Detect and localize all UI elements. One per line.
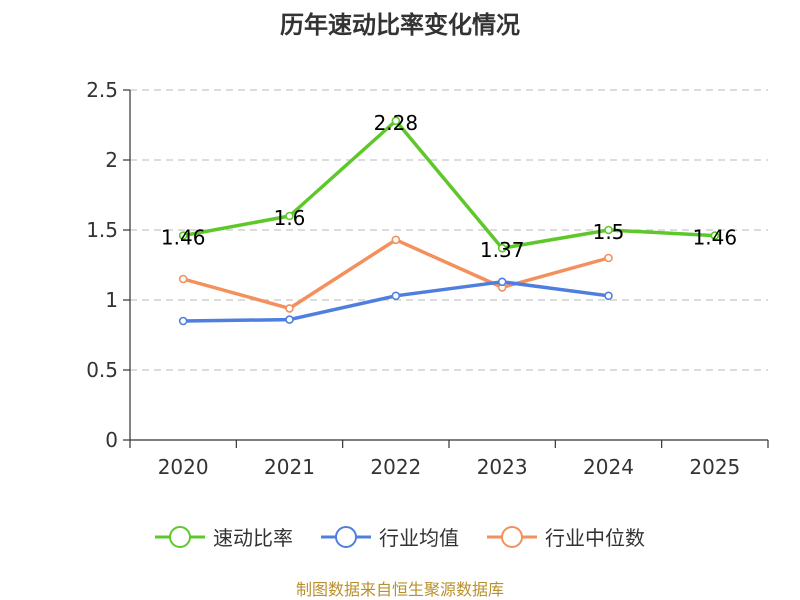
data-point [497, 277, 507, 287]
legend-label: 行业均值 [379, 526, 459, 550]
legend-item-1[interactable]: 行业均值 [321, 526, 459, 550]
data-point [178, 274, 188, 284]
y-tick-label: 1 [105, 288, 118, 312]
data-point [604, 253, 613, 263]
data-label: 1.5 [593, 220, 625, 244]
x-tick-label: 2023 [477, 455, 528, 479]
x-tick-label: 2022 [370, 455, 421, 479]
data-point [497, 243, 507, 253]
y-tick-label: 2 [105, 148, 118, 172]
x-tick-label: 2020 [158, 455, 209, 479]
data-label: 2.28 [374, 111, 419, 135]
data-point [391, 116, 401, 126]
y-tick-label: 1.5 [86, 218, 118, 242]
data-point [285, 315, 294, 324]
y-tick-label: 2.5 [86, 78, 118, 102]
legend-marker [335, 526, 357, 548]
data-point [604, 291, 613, 301]
data-point [285, 211, 294, 221]
x-tick-label: 2025 [689, 455, 740, 479]
x-tick-label: 2021 [264, 455, 315, 479]
series-0: 1.46 1.6 2.28 1.37 1.5 1.46 [161, 111, 737, 262]
axes: 0 0.5 1 1.5 2 2.5 2020 2021 2022 2023 2024 2025 [86, 78, 769, 479]
chart-title: 历年速动比率变化情况 [280, 11, 520, 39]
series-line [181, 119, 717, 250]
data-label: 1.37 [480, 238, 525, 262]
data-point [710, 231, 720, 240]
legend-marker [501, 526, 523, 548]
data-point [604, 225, 613, 235]
data-label: 1.6 [274, 206, 306, 230]
data-point [391, 235, 401, 245]
x-tick-label: 2024 [583, 455, 634, 479]
legend-label: 速动比率 [213, 526, 293, 550]
data-point [285, 304, 294, 313]
legend-marker [169, 526, 191, 548]
legend-item-2[interactable]: 行业中位数 [487, 526, 645, 550]
series-line [181, 280, 611, 323]
data-point [391, 291, 401, 301]
data-point [178, 316, 188, 326]
data-label: 1.46 [693, 226, 738, 250]
series-1 [178, 277, 613, 326]
data-point [178, 231, 188, 240]
data-label: 1.46 [161, 226, 206, 250]
series-group: 1.46 1.6 2.28 1.37 1.5 1.46 [161, 111, 737, 326]
grid-lines [130, 89, 768, 371]
source-note: 制图数据来自恒生聚源数据库 [296, 580, 504, 599]
y-tick-label: 0.5 [86, 358, 118, 382]
legend-item-0[interactable]: 速动比率 [155, 526, 293, 550]
legend-label: 行业中位数 [545, 526, 645, 550]
legend[interactable]: 速动比率 行业均值 行业中位数 [155, 526, 645, 550]
y-tick-label: 0 [105, 428, 118, 452]
